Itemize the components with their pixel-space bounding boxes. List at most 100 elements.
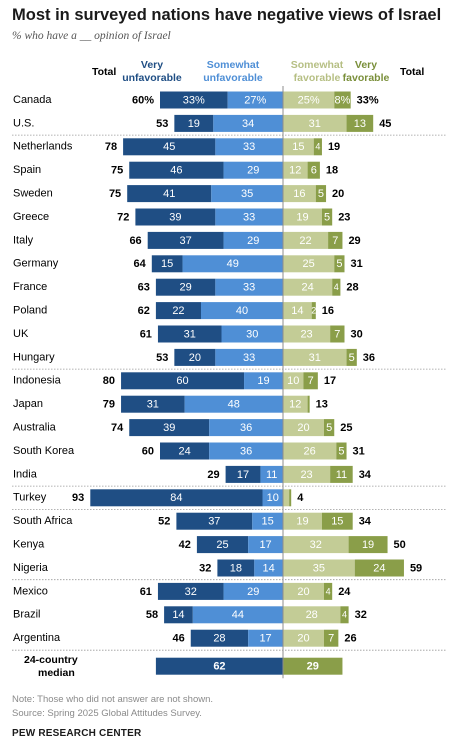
label-very-favorable: 7 [308, 375, 314, 387]
country-label: Poland [13, 305, 47, 317]
header-very-favorable: Very [355, 59, 377, 71]
label-somewhat-unfavorable: 14 [263, 562, 275, 574]
country-label: Spain [13, 164, 41, 176]
chart-title: Most in surveyed nations have negative v… [12, 6, 442, 24]
country-label: Kenya [13, 539, 45, 551]
bar-somewhat-unfavorable [182, 255, 283, 273]
bar-somewhat-unfavorable [211, 185, 283, 203]
bar-very-unfavorable [135, 208, 216, 226]
bar-somewhat-favorable [283, 161, 308, 179]
label-somewhat-favorable: 26 [304, 445, 316, 457]
total-favorable: 28 [346, 282, 358, 294]
bar-somewhat-unfavorable [209, 419, 283, 437]
label-somewhat-unfavorable: 35 [241, 188, 253, 200]
header-somewhat-unfavorable: Somewhat [207, 59, 260, 71]
total-favorable: 25 [340, 422, 352, 434]
total-favorable: 45 [379, 118, 391, 130]
label-very-unfavorable: 20 [189, 352, 201, 364]
bar-very-unfavorable [129, 161, 224, 179]
label-very-unfavorable: 45 [163, 141, 175, 153]
header-somewhat-favorable: Somewhat [291, 59, 344, 71]
label-very-unfavorable: 15 [161, 258, 173, 270]
label-somewhat-unfavorable: 29 [247, 586, 259, 598]
bar-very-unfavorable [121, 395, 185, 413]
total-unfavorable: 75 [111, 165, 123, 177]
bar-somewhat-unfavorable [209, 442, 283, 460]
total-favorable: 23 [338, 211, 350, 223]
bar-somewhat-unfavorable [262, 489, 283, 507]
total-unfavorable: 42 [179, 539, 191, 551]
country-label: Japan [13, 398, 43, 410]
label-very-unfavorable: 19 [188, 118, 200, 130]
label-somewhat-unfavorable: 33 [243, 211, 255, 223]
total-favorable: 16 [322, 305, 334, 317]
label-very-unfavorable: 29 [180, 282, 192, 294]
bar-somewhat-unfavorable [244, 372, 283, 390]
total-unfavorable: 93 [72, 492, 84, 504]
header-very-favorable: favorable [343, 72, 390, 84]
label-very-favorable: 24 [373, 562, 385, 574]
bar-somewhat-unfavorable [254, 559, 283, 577]
label-somewhat-favorable: 14 [291, 305, 303, 317]
total-unfavorable: 75 [109, 188, 121, 200]
total-favorable: 32 [355, 609, 367, 621]
country-label: Hungary [13, 351, 55, 363]
total-unfavorable: 53 [156, 352, 168, 364]
bar-somewhat-unfavorable [248, 629, 283, 647]
country-label: Germany [13, 258, 59, 270]
bar-very-favorable [307, 161, 320, 179]
bar-very-unfavorable [121, 372, 245, 390]
header-total-right: Total [400, 66, 424, 78]
bar-very-unfavorable [157, 325, 222, 343]
bar-very-unfavorable [160, 442, 210, 460]
country-label: Indonesia [13, 375, 62, 387]
country-label: Turkey [13, 492, 47, 504]
bar-very-unfavorable [129, 419, 210, 437]
total-unfavorable: 60% [132, 94, 154, 106]
label-somewhat-favorable: 32 [310, 539, 322, 551]
bar-very-favorable [348, 536, 388, 554]
label-very-unfavorable: 22 [172, 305, 184, 317]
bar-somewhat-unfavorable [215, 208, 283, 226]
label-somewhat-unfavorable: 27% [244, 94, 266, 106]
bar-very-favorable [324, 419, 335, 437]
total-favorable: 18 [326, 165, 338, 177]
bar-somewhat-favorable [283, 582, 324, 600]
bar-somewhat-unfavorable [215, 348, 283, 366]
label-somewhat-unfavorable: 34 [242, 118, 254, 130]
bar-very-unfavorable [123, 138, 216, 156]
total-favorable: 30 [351, 328, 363, 340]
label-very-favorable: 2 [311, 305, 316, 315]
label-somewhat-favorable: 23 [300, 328, 312, 340]
label-somewhat-favorable: 20 [297, 633, 309, 645]
label-very-unfavorable: 39 [169, 211, 181, 223]
label-very-unfavorable: 46 [170, 165, 182, 177]
bar-somewhat-unfavorable [215, 278, 283, 296]
country-label: Netherlands [13, 141, 73, 153]
total-unfavorable: 63 [138, 282, 150, 294]
bar-very-unfavorable [225, 465, 261, 483]
bar-somewhat-favorable [283, 91, 335, 109]
total-favorable: 31 [351, 258, 363, 270]
label-very-unfavorable: 28 [213, 633, 225, 645]
label-somewhat-favorable: 19 [296, 516, 308, 528]
label-somewhat-unfavorable: 17 [259, 633, 271, 645]
header-very-unfavorable: unfavorable [122, 72, 182, 84]
label-very-favorable: 5 [324, 211, 330, 223]
bar-somewhat-favorable [283, 372, 304, 390]
bar-very-unfavorable [155, 278, 216, 296]
bar-somewhat-favorable [283, 231, 329, 249]
bar-very-favorable [311, 302, 316, 320]
total-favorable: 50 [394, 539, 406, 551]
bar-somewhat-favorable [283, 325, 331, 343]
label-very-favorable: 15 [331, 516, 343, 528]
bar-somewhat-favorable [283, 419, 324, 437]
label-somewhat-favorable: 31 [309, 352, 321, 364]
total-favorable: 13 [316, 399, 328, 411]
label-somewhat-unfavorable: 33 [243, 141, 255, 153]
bar-somewhat-favorable [283, 629, 324, 647]
bar-very-unfavorable [174, 114, 214, 132]
label-very-favorable: 11 [336, 469, 347, 481]
country-label: South Korea [13, 445, 75, 457]
total-unfavorable: 62 [138, 305, 150, 317]
